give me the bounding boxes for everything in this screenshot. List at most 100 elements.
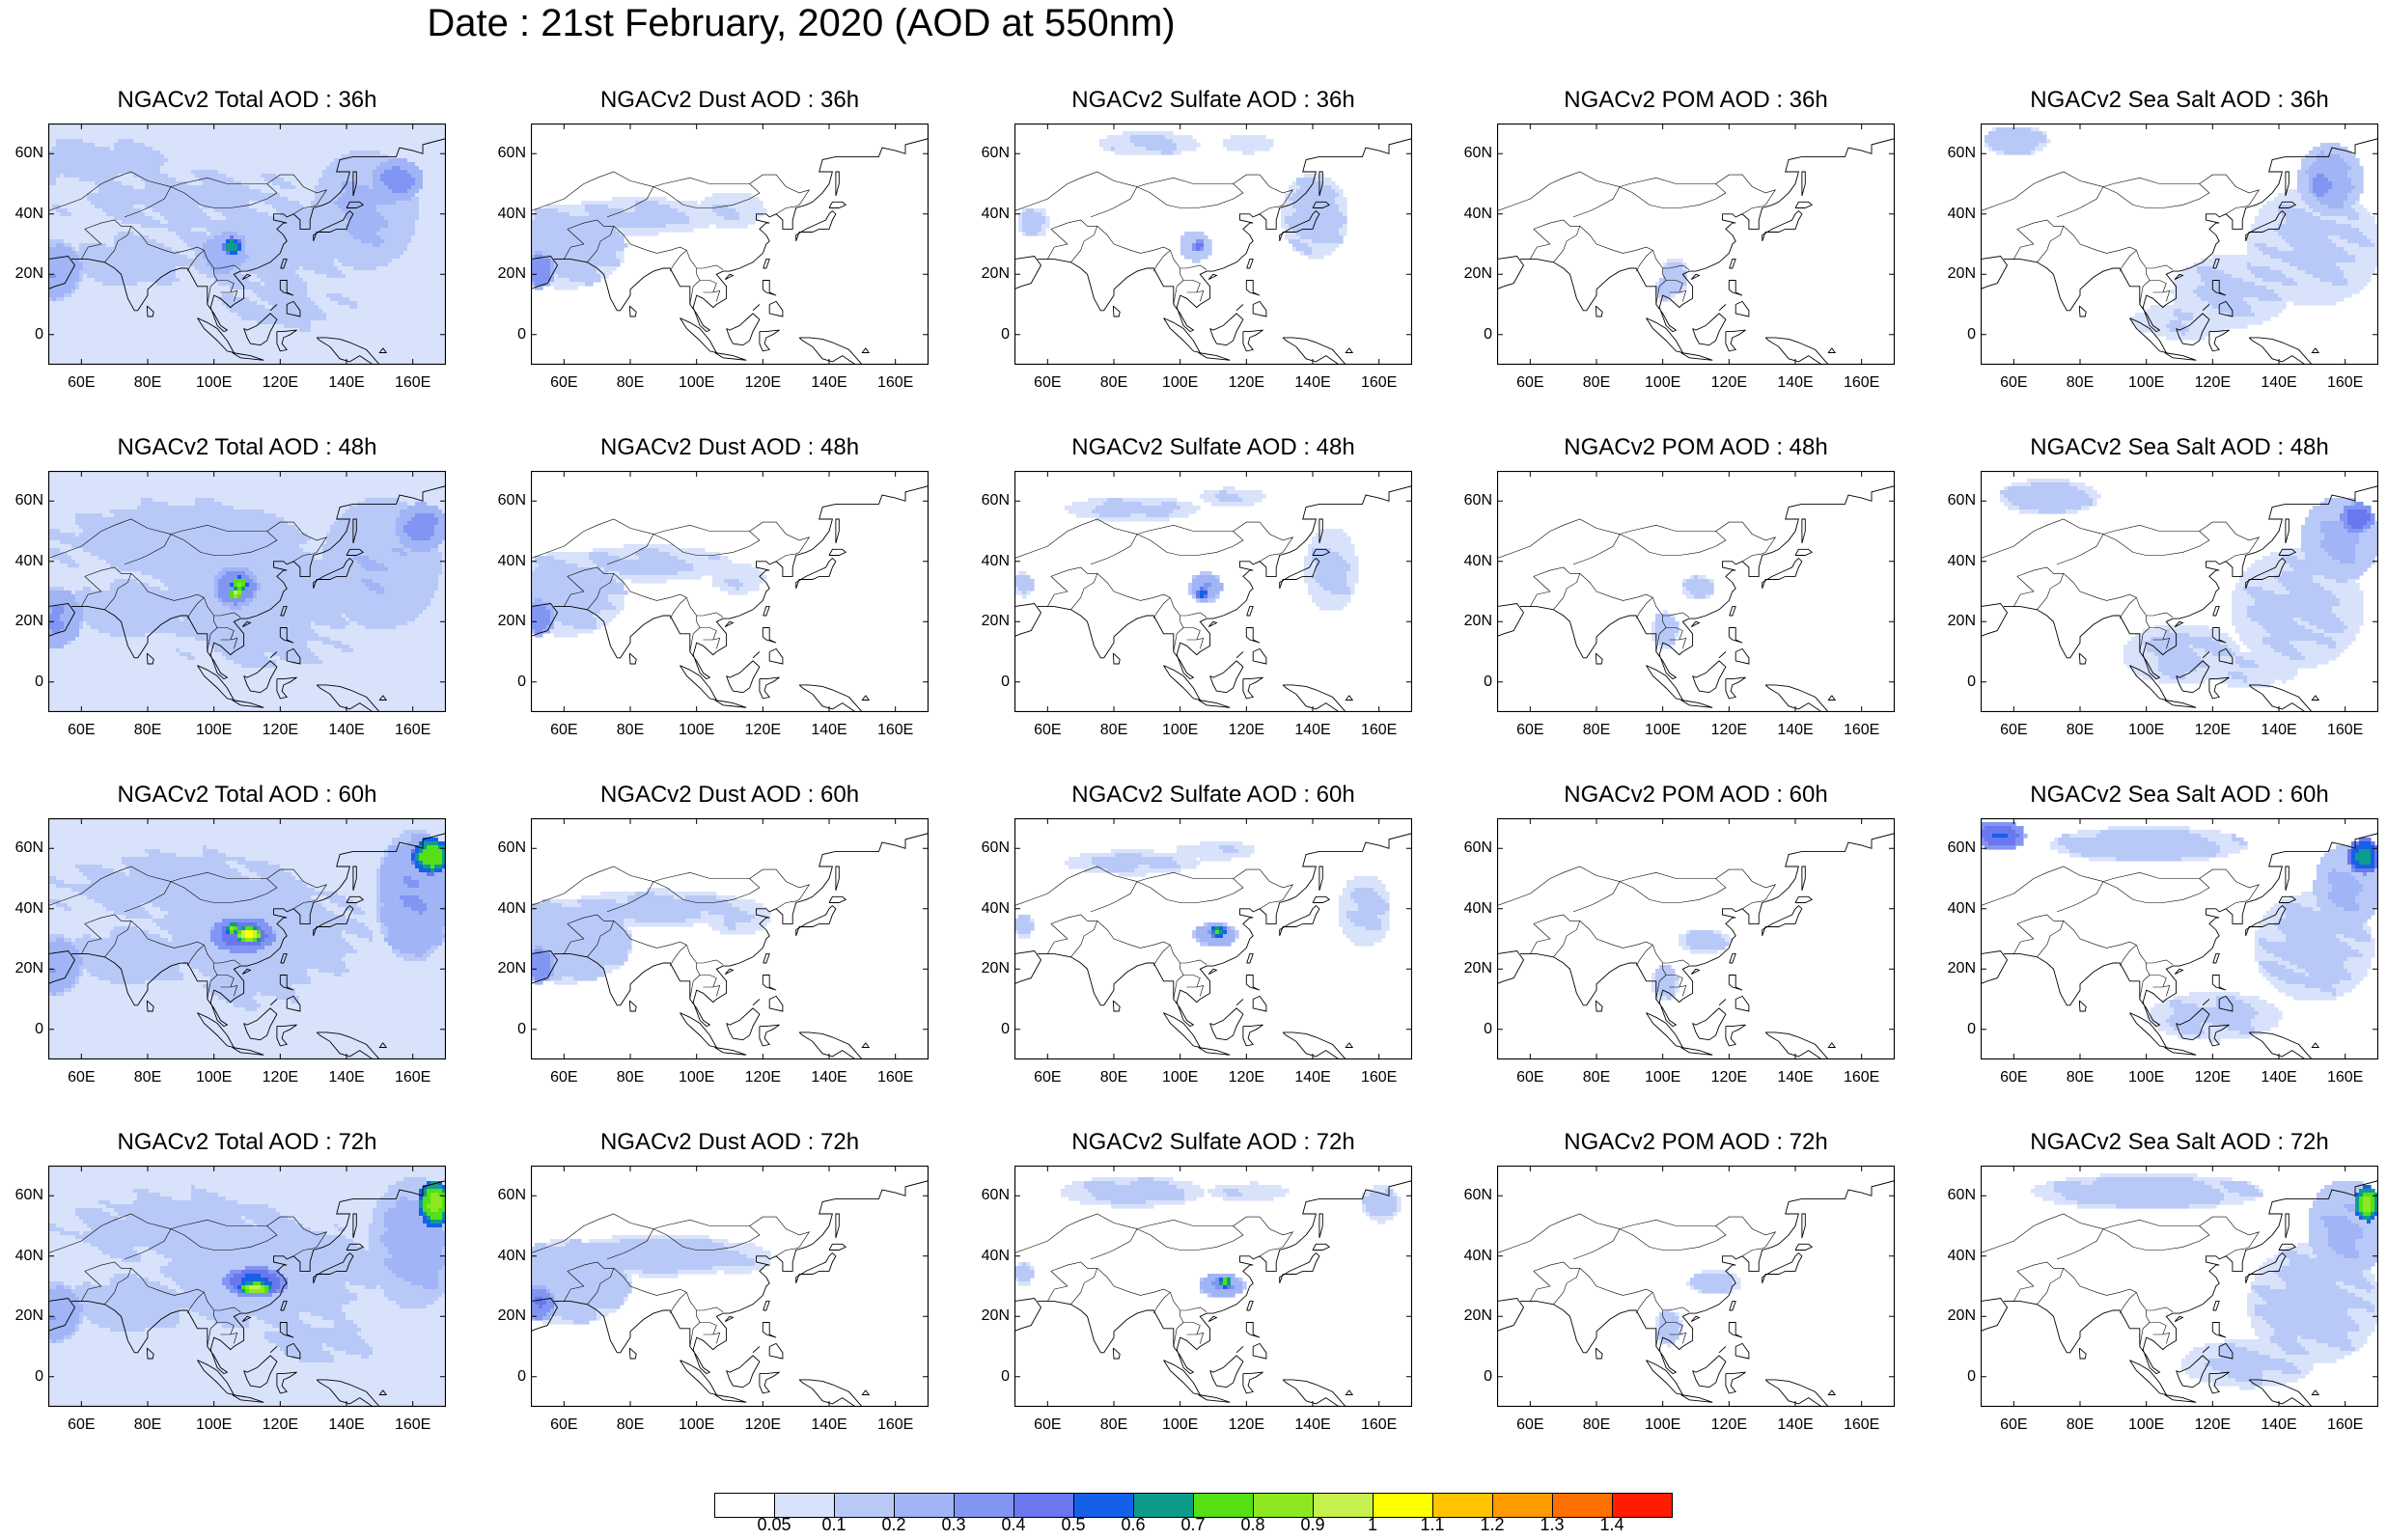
coastline: [768, 647, 784, 665]
lat-tick-label: 60N: [967, 145, 1010, 162]
map-panel-seasalt-36h: NGACv2 Sea Salt AOD : 36h 60N 40N 20N 0 60E 80…: [1937, 87, 2378, 434]
lon-tick-label: 80E: [1085, 1069, 1143, 1086]
country-border: [700, 975, 717, 988]
country-border: [1047, 923, 1069, 954]
coastline: [1235, 304, 1244, 312]
lon-tick-label: 60E: [1018, 1416, 1076, 1434]
country-border: [2102, 871, 2200, 882]
country-border: [81, 229, 102, 260]
coastline: [241, 1315, 252, 1323]
coastline: [724, 1315, 735, 1323]
country-border: [81, 576, 102, 607]
country-border: [1533, 914, 1690, 965]
map-plot: [1497, 471, 1895, 712]
coastline: [1163, 1012, 1202, 1049]
lon-tick-label: 140E: [1766, 722, 1824, 739]
country-border: [81, 1271, 102, 1302]
coastline: [1762, 557, 1803, 590]
country-border: [217, 1322, 235, 1335]
coastline: [1728, 975, 1743, 991]
country-border: [567, 566, 724, 618]
coastline: [628, 305, 637, 317]
country-border: [2119, 250, 2137, 272]
country-border: [1741, 1248, 1762, 1257]
country-border: [587, 226, 615, 262]
coastline: [1680, 700, 1713, 708]
lon-tick-label: 60E: [1501, 722, 1559, 739]
coastline: [724, 968, 735, 976]
coastline: [378, 347, 388, 353]
coastline: [2176, 1007, 2210, 1041]
country-border: [2225, 900, 2246, 910]
country-border: [689, 1310, 701, 1347]
country-border: [1050, 566, 1207, 618]
coastline: [1690, 273, 1701, 281]
lon-tick-label: 140E: [2250, 374, 2308, 392]
country-border: [1047, 229, 1069, 260]
country-border: [1050, 219, 1207, 270]
coastline: [835, 171, 840, 197]
country-border: [84, 219, 241, 270]
country-border: [1981, 866, 2104, 906]
coastline: [313, 557, 354, 590]
country-border: [1572, 174, 1777, 218]
coastline: [48, 591, 76, 637]
coastline: [2211, 280, 2227, 296]
coastline: [232, 1394, 264, 1403]
coastline: [2218, 1342, 2234, 1360]
coastline: [2004, 138, 2378, 333]
lat-tick-label: 20N: [1933, 613, 1976, 630]
country-border: [1572, 868, 1777, 913]
country-border: [1981, 518, 2104, 559]
coastline: [726, 1355, 761, 1389]
country-border: [703, 637, 721, 649]
country-border: [186, 945, 205, 967]
panel-title: NGACv2 Dust AOD : 48h: [531, 434, 929, 461]
coastline: [2285, 1213, 2290, 1239]
coastline: [1252, 1342, 1267, 1360]
lon-tick-label: 100E: [2118, 722, 2176, 739]
coastline: [1692, 1007, 1727, 1041]
country-border: [2150, 1322, 2167, 1335]
country-border: [2225, 1248, 2246, 1257]
lon-tick-label: 60E: [535, 374, 593, 392]
colorbar-label: 1.4: [1583, 1515, 1641, 1534]
country-border: [652, 524, 750, 535]
country-border: [652, 1219, 750, 1229]
lon-tick-label: 100E: [1634, 374, 1692, 392]
country-border: [606, 868, 811, 913]
coastline: [1680, 352, 1713, 361]
coastline: [726, 660, 761, 694]
coastline: [2311, 347, 2320, 353]
coastline: [1318, 171, 1323, 197]
country-border: [1014, 171, 1138, 211]
map-plot: [1014, 471, 1412, 712]
coastline: [1646, 665, 1684, 701]
coastline: [316, 1031, 380, 1059]
coastline: [378, 1042, 388, 1048]
country-border: [1619, 524, 1716, 535]
coastline: [1014, 591, 1042, 637]
country-border: [587, 573, 615, 610]
coastline: [762, 627, 777, 644]
coastline: [680, 1012, 718, 1049]
lat-tick-label: 0: [1933, 1021, 1976, 1038]
coastline: [835, 1213, 840, 1239]
coastline: [1207, 968, 1218, 976]
country-border: [1741, 553, 1762, 563]
lon-tick-label: 120E: [1217, 1069, 1275, 1086]
coastline: [2278, 548, 2297, 556]
lat-tick-label: 0: [484, 326, 526, 344]
coastline: [798, 684, 863, 712]
coastline: [232, 352, 264, 361]
coastline: [1646, 317, 1684, 354]
lon-tick-label: 140E: [800, 722, 858, 739]
coastline: [762, 280, 777, 296]
coastline: [2176, 1355, 2210, 1389]
coastline: [269, 999, 278, 1006]
lat-tick-label: 20N: [1933, 265, 1976, 283]
lon-tick-label: 160E: [867, 722, 925, 739]
coastline: [1246, 259, 1254, 269]
lat-tick-label: 40N: [1933, 206, 1976, 223]
coastline: [1735, 1342, 1750, 1360]
